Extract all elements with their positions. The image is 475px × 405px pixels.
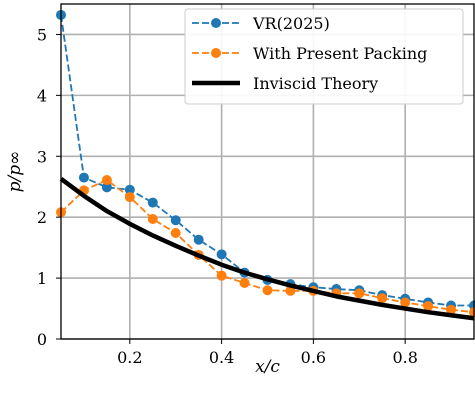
data-point-vr-2025 bbox=[78, 172, 89, 183]
data-point-vr-2025 bbox=[170, 215, 181, 226]
y-axis-label: p/p∞ bbox=[5, 151, 25, 193]
data-point-with-present-packing bbox=[285, 285, 296, 296]
data-point-with-present-packing bbox=[239, 277, 250, 288]
data-point-with-present-packing bbox=[101, 175, 112, 186]
data-point-with-present-packing bbox=[377, 293, 388, 304]
legend-label-inviscid-theory: Inviscid Theory bbox=[253, 74, 378, 93]
legend-marker-with-present-packing bbox=[211, 48, 221, 58]
y-tick-label: 1 bbox=[37, 269, 47, 288]
y-tick-label: 2 bbox=[37, 208, 47, 227]
data-point-with-present-packing bbox=[354, 288, 365, 299]
y-tick-label: 4 bbox=[37, 86, 47, 105]
data-point-vr-2025 bbox=[124, 184, 135, 195]
data-point-vr-2025 bbox=[193, 234, 204, 245]
data-point-with-present-packing bbox=[216, 270, 227, 281]
x-tick-label: 0.8 bbox=[392, 348, 417, 367]
data-point-with-present-packing bbox=[124, 192, 135, 203]
legend: VR(2025) With Present Packing Inviscid The… bbox=[184, 8, 464, 105]
legend-box bbox=[184, 8, 464, 105]
data-point-with-present-packing bbox=[446, 304, 457, 315]
x-axis-label: x/c bbox=[255, 357, 280, 377]
legend-label-with-present-packing: With Present Packing bbox=[253, 44, 427, 63]
x-tick-label: 0.4 bbox=[209, 348, 234, 367]
legend-marker-vr-2025 bbox=[211, 18, 221, 28]
data-point-with-present-packing bbox=[170, 228, 181, 239]
data-point-vr-2025 bbox=[101, 182, 112, 193]
plot-frame bbox=[60, 3, 475, 340]
series-line-inviscid-theory bbox=[59, 177, 475, 321]
y-tick-label: 0 bbox=[37, 330, 47, 349]
data-point-with-present-packing bbox=[147, 214, 158, 225]
data-point-vr-2025 bbox=[216, 249, 227, 260]
y-tick-label: 5 bbox=[37, 25, 47, 44]
data-point-with-present-packing bbox=[400, 297, 411, 308]
x-tick-label: 0.6 bbox=[301, 348, 326, 367]
legend-label-vr-2025: VR(2025) bbox=[252, 14, 330, 33]
x-tick-label: 0.2 bbox=[117, 348, 142, 367]
data-point-with-present-packing bbox=[423, 301, 434, 312]
y-tick-label: 3 bbox=[37, 147, 47, 166]
data-point-vr-2025 bbox=[147, 197, 158, 208]
ticks: 0.2 0.4 0.6 0.8 0 1 2 3 4 5 bbox=[37, 25, 418, 367]
data-point-with-present-packing bbox=[262, 285, 273, 296]
